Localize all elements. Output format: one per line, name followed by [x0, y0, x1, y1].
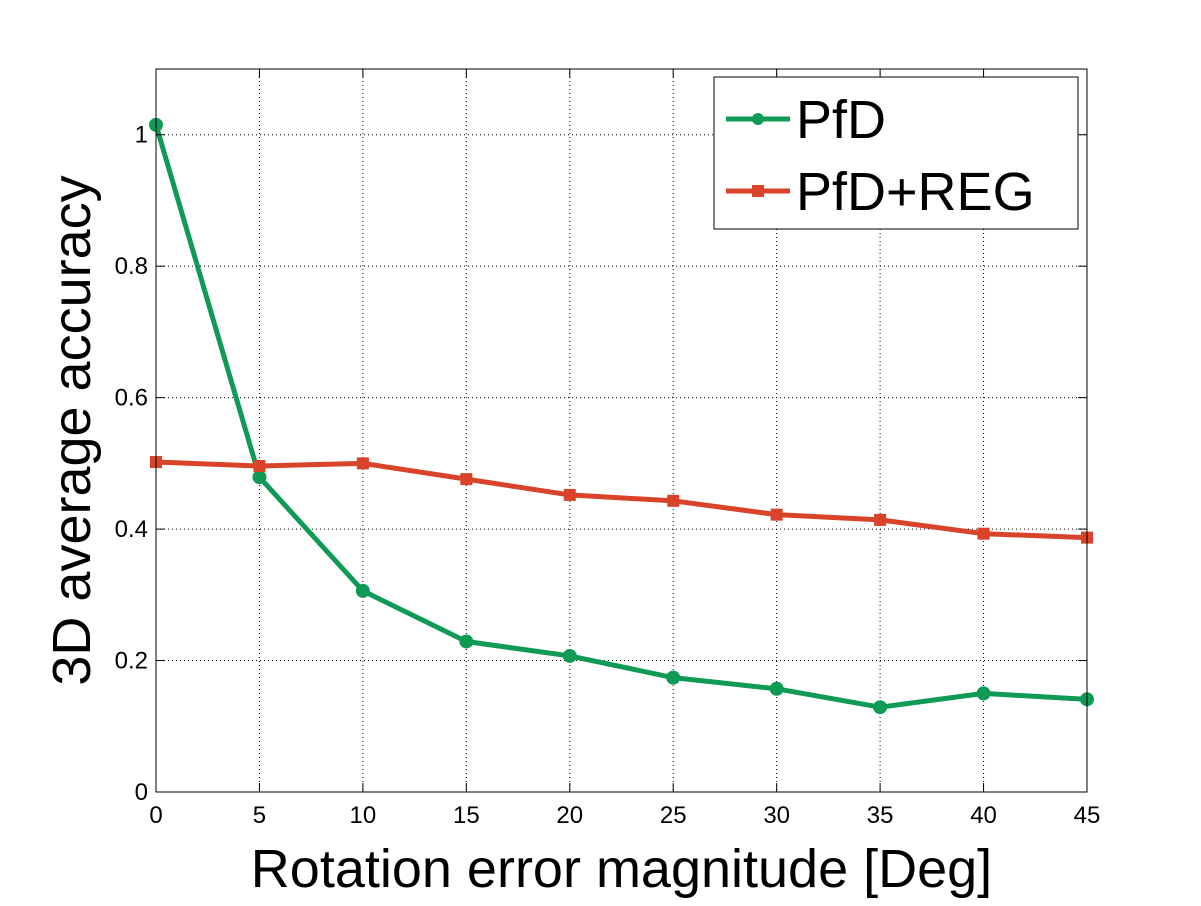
data-point [459, 634, 474, 649]
x-tick-label: 0 [149, 802, 162, 829]
y-tick-label: 0.8 [115, 253, 148, 280]
data-point [563, 488, 576, 501]
data-point [562, 648, 577, 663]
data-point [252, 470, 267, 485]
data-point [873, 700, 888, 715]
x-tick-label: 15 [453, 802, 480, 829]
legend-marker-pfd [752, 113, 764, 125]
x-axis-label: Rotation error magnitude [Deg] [251, 839, 992, 899]
ticks [155, 69, 1088, 793]
data-point [356, 457, 369, 470]
series-line [155, 459, 1088, 541]
data-point [666, 670, 681, 685]
data-point [667, 494, 680, 507]
x-tick-label: 40 [970, 802, 997, 829]
data-point [976, 686, 991, 701]
axes-frame [155, 68, 1088, 793]
y-tick-label: 1 [135, 122, 148, 149]
legend-entry-pfd: PfD [726, 90, 886, 150]
series-layer [149, 117, 1094, 715]
legend-label-pfd: PfD [796, 90, 886, 150]
data-point [460, 473, 473, 486]
x-tick-label: 5 [253, 802, 266, 829]
y-axis-label: 3D average accuracy [42, 175, 102, 685]
data-point [769, 681, 784, 696]
series-pfd-reg [150, 456, 1093, 544]
x-tick-label: 25 [660, 802, 687, 829]
data-point [977, 527, 990, 540]
tick-labels: 0 5 10 15 20 25 30 35 40 45 0 0.2 0.4 0.6 0.8 1 [115, 122, 1101, 829]
data-point [770, 508, 783, 521]
data-point [355, 583, 370, 598]
y-tick-label: 0.6 [115, 385, 148, 412]
legend-box [713, 76, 1079, 230]
x-tick-label: 10 [350, 802, 377, 829]
x-tick-label: 30 [763, 802, 790, 829]
y-tick-label: 0.2 [115, 648, 148, 675]
legend-entry-pfd-reg: PfD+REG [726, 162, 1035, 222]
data-point [874, 513, 887, 526]
series-line [153, 124, 1088, 710]
x-tick-label: 45 [1074, 802, 1101, 829]
y-tick-label: 0.4 [115, 516, 148, 543]
x-tick-label: 20 [556, 802, 583, 829]
legend-marker-pfd-reg [752, 185, 764, 197]
legend-label-pfd-reg: PfD+REG [796, 162, 1035, 222]
x-tick-label: 35 [867, 802, 894, 829]
y-tick-label: 0 [135, 779, 148, 806]
series-pfd [149, 117, 1094, 715]
legend: PfD PfD+REG [713, 76, 1079, 230]
data-point [253, 459, 266, 472]
